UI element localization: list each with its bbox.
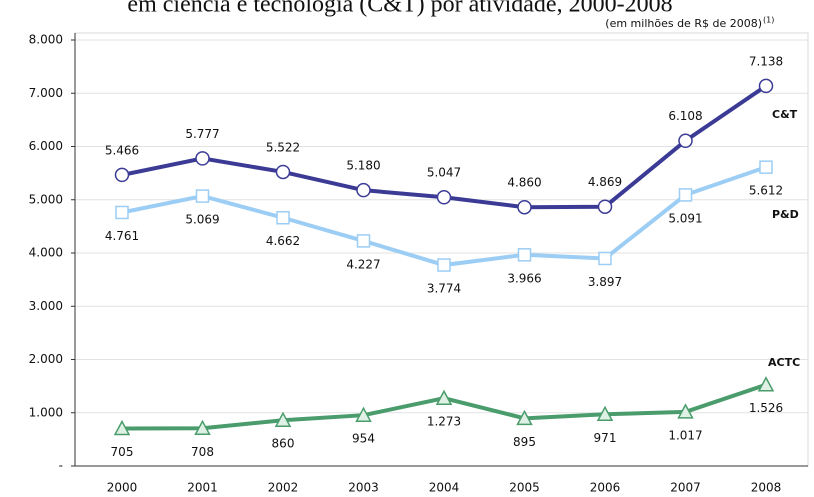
x-tick-label: 2000 [107,481,138,495]
marker [678,188,693,202]
marker [355,406,372,422]
marker [356,182,371,198]
marker [276,210,290,225]
data-label: 4.761 [105,229,139,243]
marker [356,234,371,248]
data-label: 895 [513,435,536,449]
series-name: ACTC [768,356,800,369]
marker [598,251,612,266]
data-label: 5.522 [266,140,300,154]
marker [678,133,693,148]
x-tick-label: 2003 [348,481,379,495]
marker [596,405,614,422]
marker [113,419,131,436]
x-tick-label: 2008 [751,481,782,495]
data-label: 5.069 [185,213,219,227]
marker [194,419,211,436]
y-tick-label: 5.000 [29,192,63,206]
data-label: 4.869 [588,175,622,189]
data-label: 954 [352,432,375,446]
data-label: 4.662 [266,234,300,248]
chart-title: em ciência e tecnologia (C&T) por ativid… [127,0,672,18]
marker [677,403,694,419]
marker [517,248,532,262]
data-label: 1.273 [427,415,461,429]
marker [195,151,210,166]
data-label: 3.774 [427,282,461,296]
y-tick-label: 2.000 [29,352,63,366]
data-label: 4.860 [507,176,541,190]
marker [758,78,774,94]
data-label: 1.017 [668,428,702,442]
marker [517,199,532,215]
marker [757,376,775,392]
data-label: 5.777 [185,127,219,141]
x-tick-label: 2007 [670,481,701,495]
marker [437,258,451,272]
marker [275,164,291,180]
x-tick-label: 2001 [187,481,218,495]
marker [759,160,773,174]
marker [435,389,453,405]
marker [436,189,452,205]
y-tick-label: 3.000 [29,299,63,313]
y-tick-label: 6.000 [29,139,63,153]
data-label: 3.966 [507,271,541,285]
marker [114,167,130,183]
data-label: 5.612 [749,184,783,198]
series-name: P&D [772,208,799,221]
series-name: C&T [772,108,798,121]
y-tick-label: 4.000 [29,246,63,260]
marker [195,189,210,203]
y-tick-label: - [59,459,63,473]
data-label: 6.108 [668,109,702,123]
data-label: 7.138 [749,54,783,68]
data-label: 4.227 [346,257,380,271]
x-tick-label: 2004 [429,481,460,495]
y-tick-label: 7.000 [29,86,63,100]
data-label: 5.047 [427,166,461,180]
data-label: 860 [272,437,295,451]
data-label: 5.466 [105,143,139,157]
y-tick-label: 1.000 [29,405,63,419]
unit-note-ref: (1) [763,16,774,25]
data-label: 3.897 [588,275,622,289]
data-label: 705 [111,445,134,459]
x-tick-label: 2002 [268,481,299,495]
data-label: 1.526 [749,401,783,415]
unit-note: (em milhões de R$ de 2008) [605,17,762,30]
x-tick-label: 2006 [590,481,621,495]
x-tick-label: 2005 [509,481,540,495]
marker [516,409,533,426]
y-tick-label: 8.000 [29,33,63,47]
marker [115,205,129,220]
marker [274,411,292,427]
data-label: 5.091 [668,211,702,225]
data-label: 5.180 [346,159,380,173]
data-label: 708 [191,445,214,459]
data-label: 971 [594,431,617,445]
marker [597,199,613,214]
